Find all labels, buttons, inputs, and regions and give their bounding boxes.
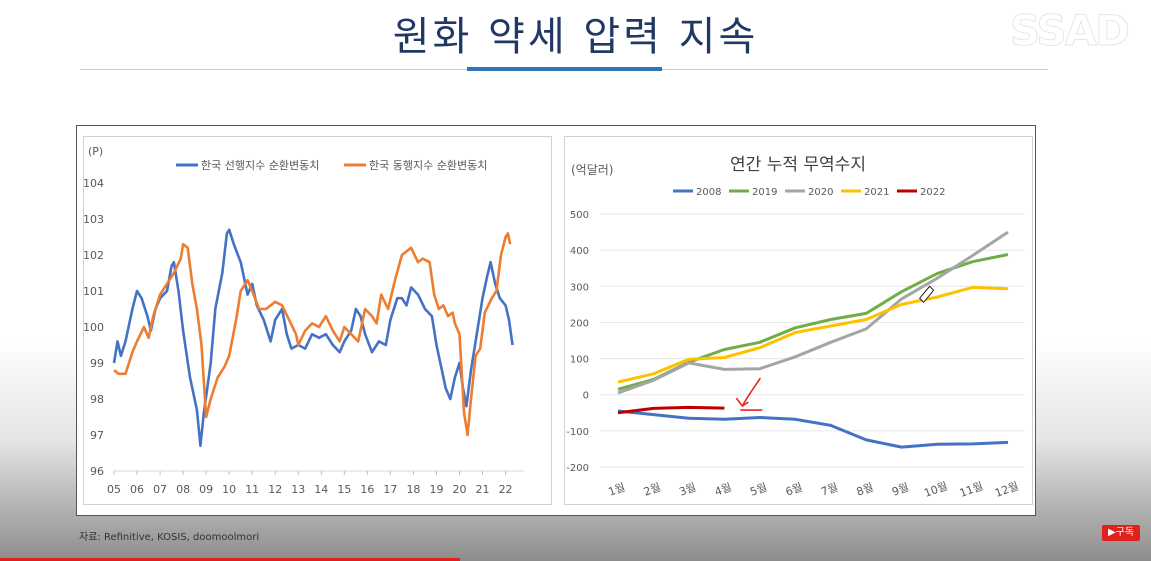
series-line (113, 232, 512, 437)
series-line (617, 230, 1009, 395)
source-note: 자료: Refinitive, KOSIS, doomoolmori (79, 532, 260, 543)
y-tick-label: 102 (84, 249, 104, 262)
x-tick-label: 09 (199, 483, 213, 496)
series-line (112, 228, 514, 448)
legend-label: 한국 동행지수 순환변동치 (369, 159, 487, 172)
y-unit-label: (억달러) (571, 163, 613, 177)
y-unit-label: (P) (88, 145, 103, 158)
legend-label: 2008 (696, 187, 721, 198)
x-tick-label: 7월 (819, 481, 840, 499)
pen-cursor-icon (918, 285, 935, 304)
y-tick-label: 99 (90, 357, 104, 370)
x-tick-label: 16 (360, 483, 374, 496)
video-progress-bar[interactable] (0, 558, 460, 561)
y-tick-label: 100 (570, 355, 589, 366)
x-tick-label: 15 (337, 483, 351, 496)
x-tick-label: 13 (291, 483, 305, 496)
y-tick-label: 96 (90, 465, 104, 478)
cumulative-trade-balance-chart: (억달러) 연간 누적 무역수지 -200 -100 0 100 200 300 400 500 1… (566, 155, 1025, 500)
x-tick-label: 10월 (922, 479, 949, 499)
y-tick-label: 104 (84, 177, 104, 190)
x-tick-label: 06 (130, 483, 144, 496)
y-tick-label: -100 (566, 427, 589, 438)
y-tick-label: 400 (570, 246, 589, 257)
legend-label: 한국 선행지수 순환변동치 (201, 159, 319, 172)
legend-label: 2022 (920, 187, 945, 198)
x-tick-label: 14 (314, 483, 328, 496)
x-tick-label: 12 (268, 483, 282, 496)
series-line (617, 285, 1009, 384)
leading-coincident-index-chart: (P) 96 97 98 99 100 101 102 103 104 05 06 07 08 09 10 11… (83, 145, 524, 496)
chart-panel-left: (P) 96 97 98 99 100 101 102 103 104 05 06 07 08 09 10 11… (83, 136, 552, 505)
x-tick-label: 19 (429, 483, 443, 496)
channel-watermark: SSAD (1010, 6, 1131, 56)
y-tick-label: 200 (570, 318, 589, 329)
series-line (617, 409, 1009, 449)
x-tick-label: 17 (383, 483, 397, 496)
chart-title: 연간 누적 무역수지 (730, 155, 866, 175)
x-tick-label: 10 (222, 483, 236, 496)
series-line (617, 405, 725, 415)
x-tick-label: 3월 (677, 481, 698, 499)
x-tick-label: 1월 (607, 481, 628, 499)
x-tick-label: 21 (476, 483, 490, 496)
x-tick-label: 22 (499, 483, 513, 496)
y-tick-label: 97 (90, 429, 104, 442)
x-tick-label: 18 (406, 483, 420, 496)
y-tick-label: 103 (84, 213, 104, 226)
x-tick-label: 07 (153, 483, 167, 496)
x-tick-label: 6월 (784, 481, 805, 499)
subscribe-button[interactable]: ▶구독 (1102, 525, 1140, 541)
y-tick-label: -200 (566, 463, 589, 474)
y-tick-label: 101 (84, 285, 104, 298)
legend-label: 2020 (808, 187, 833, 198)
x-tick-label: 9월 (890, 481, 911, 499)
x-tick-label: 20 (453, 483, 467, 496)
annotation-arrowhead (735, 397, 749, 408)
x-tick-label: 8월 (855, 481, 876, 499)
y-tick-label: 500 (570, 210, 589, 221)
x-tick-label: 5월 (748, 481, 769, 499)
title-accent-bar (467, 67, 662, 71)
x-tick-label: 4월 (713, 481, 734, 499)
x-tick-label: 11월 (958, 479, 985, 499)
y-tick-label: 0 (583, 391, 589, 402)
legend-label: 2021 (864, 187, 889, 198)
chart-panel-right: (억달러) 연간 누적 무역수지 -200 -100 0 100 200 300 400 500 1… (564, 136, 1033, 505)
page-title: 원화 약세 압력 지속 (392, 14, 759, 60)
y-tick-label: 100 (84, 321, 104, 334)
y-tick-label: 300 (570, 282, 589, 293)
legend-label: 2019 (752, 187, 777, 198)
x-tick-label: 05 (107, 483, 121, 496)
x-tick-label: 08 (176, 483, 190, 496)
annotation-arrow (741, 377, 762, 407)
x-tick-label: 11 (245, 483, 259, 496)
x-tick-label: 2월 (642, 481, 663, 499)
x-tick-label: 12월 (993, 479, 1020, 499)
y-tick-label: 98 (90, 393, 104, 406)
